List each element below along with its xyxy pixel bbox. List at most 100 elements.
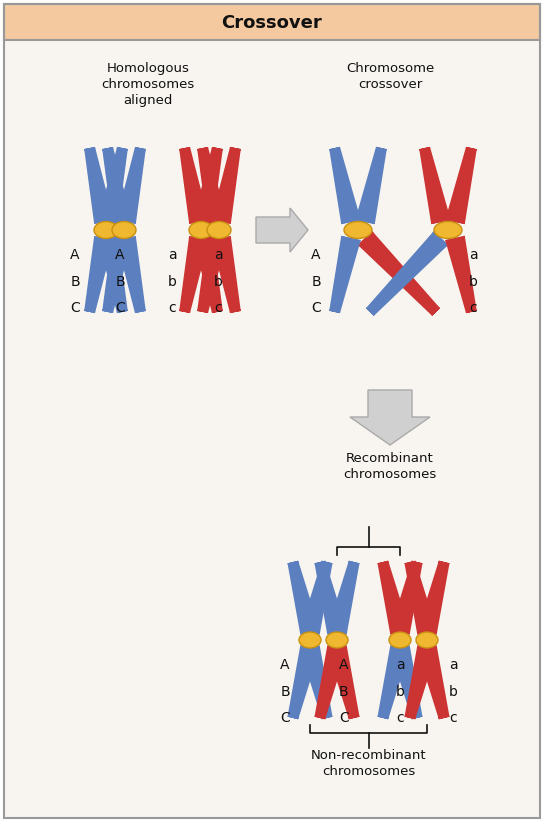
Text: Non-recombinant
chromosomes: Non-recombinant chromosomes — [311, 749, 426, 778]
Polygon shape — [116, 212, 136, 224]
Polygon shape — [98, 236, 118, 248]
Polygon shape — [116, 236, 146, 313]
Polygon shape — [329, 147, 361, 224]
Polygon shape — [193, 236, 223, 313]
Polygon shape — [84, 236, 114, 313]
Polygon shape — [390, 645, 410, 658]
Text: c: c — [168, 301, 176, 315]
Polygon shape — [94, 212, 114, 224]
Polygon shape — [431, 212, 451, 224]
Polygon shape — [419, 147, 451, 224]
Polygon shape — [314, 645, 347, 719]
Polygon shape — [417, 645, 437, 658]
Polygon shape — [256, 208, 308, 252]
Polygon shape — [211, 212, 231, 224]
Polygon shape — [405, 645, 437, 719]
Text: A: A — [339, 658, 349, 672]
Text: A: A — [311, 248, 321, 262]
Polygon shape — [378, 645, 410, 719]
Text: a: a — [469, 248, 477, 262]
Polygon shape — [207, 212, 227, 224]
Text: A: A — [280, 658, 290, 672]
Polygon shape — [211, 147, 241, 224]
Polygon shape — [300, 645, 332, 719]
Polygon shape — [445, 236, 465, 248]
Text: a: a — [168, 248, 176, 262]
Polygon shape — [417, 561, 449, 635]
Polygon shape — [358, 231, 440, 316]
Polygon shape — [189, 212, 209, 224]
Ellipse shape — [94, 221, 118, 238]
Polygon shape — [197, 147, 227, 224]
Polygon shape — [341, 236, 361, 248]
Text: C: C — [280, 711, 290, 725]
Text: A: A — [70, 248, 80, 262]
Polygon shape — [341, 212, 361, 224]
Polygon shape — [193, 236, 213, 248]
Polygon shape — [98, 212, 118, 224]
Text: c: c — [396, 711, 404, 725]
Polygon shape — [366, 231, 448, 316]
Polygon shape — [355, 212, 375, 224]
Polygon shape — [405, 561, 437, 635]
Text: b: b — [449, 685, 458, 699]
Text: a: a — [396, 658, 405, 672]
Polygon shape — [193, 147, 223, 224]
Polygon shape — [98, 236, 128, 313]
Polygon shape — [327, 561, 360, 635]
Polygon shape — [327, 622, 347, 635]
Polygon shape — [445, 236, 477, 313]
Text: B: B — [70, 275, 80, 289]
Polygon shape — [116, 147, 146, 224]
Polygon shape — [390, 645, 423, 719]
Polygon shape — [211, 236, 231, 248]
Polygon shape — [211, 236, 241, 313]
Text: Chromosome
crossover: Chromosome crossover — [346, 62, 434, 91]
Polygon shape — [179, 236, 209, 313]
Polygon shape — [327, 645, 360, 719]
Polygon shape — [197, 236, 227, 313]
Text: C: C — [70, 301, 80, 315]
Polygon shape — [355, 147, 387, 224]
Text: b: b — [468, 275, 478, 289]
Polygon shape — [378, 561, 410, 635]
Polygon shape — [327, 645, 347, 658]
Polygon shape — [417, 645, 437, 658]
Ellipse shape — [344, 221, 372, 238]
Text: c: c — [449, 711, 456, 725]
Polygon shape — [94, 236, 114, 248]
Ellipse shape — [299, 632, 321, 648]
Polygon shape — [314, 561, 347, 635]
Polygon shape — [98, 147, 128, 224]
Text: b: b — [396, 685, 405, 699]
Text: Crossover: Crossover — [221, 14, 323, 32]
Ellipse shape — [389, 632, 411, 648]
Polygon shape — [350, 390, 430, 445]
Ellipse shape — [207, 221, 231, 238]
Polygon shape — [417, 622, 437, 635]
Polygon shape — [417, 645, 449, 719]
Polygon shape — [207, 236, 227, 248]
Text: c: c — [214, 301, 222, 315]
Polygon shape — [179, 147, 209, 224]
Text: B: B — [115, 275, 125, 289]
Polygon shape — [329, 236, 361, 313]
Polygon shape — [417, 622, 437, 635]
Polygon shape — [189, 236, 209, 248]
Polygon shape — [84, 147, 114, 224]
Polygon shape — [300, 645, 320, 658]
FancyBboxPatch shape — [4, 40, 540, 818]
Polygon shape — [445, 147, 477, 224]
Text: B: B — [280, 685, 290, 699]
Polygon shape — [327, 622, 347, 635]
Text: b: b — [168, 275, 176, 289]
Polygon shape — [390, 622, 410, 635]
Polygon shape — [102, 147, 132, 224]
Text: a: a — [449, 658, 458, 672]
Polygon shape — [287, 645, 320, 719]
Ellipse shape — [434, 221, 462, 238]
Text: B: B — [311, 275, 321, 289]
Polygon shape — [300, 561, 332, 635]
Text: a: a — [214, 248, 222, 262]
Ellipse shape — [189, 221, 213, 238]
